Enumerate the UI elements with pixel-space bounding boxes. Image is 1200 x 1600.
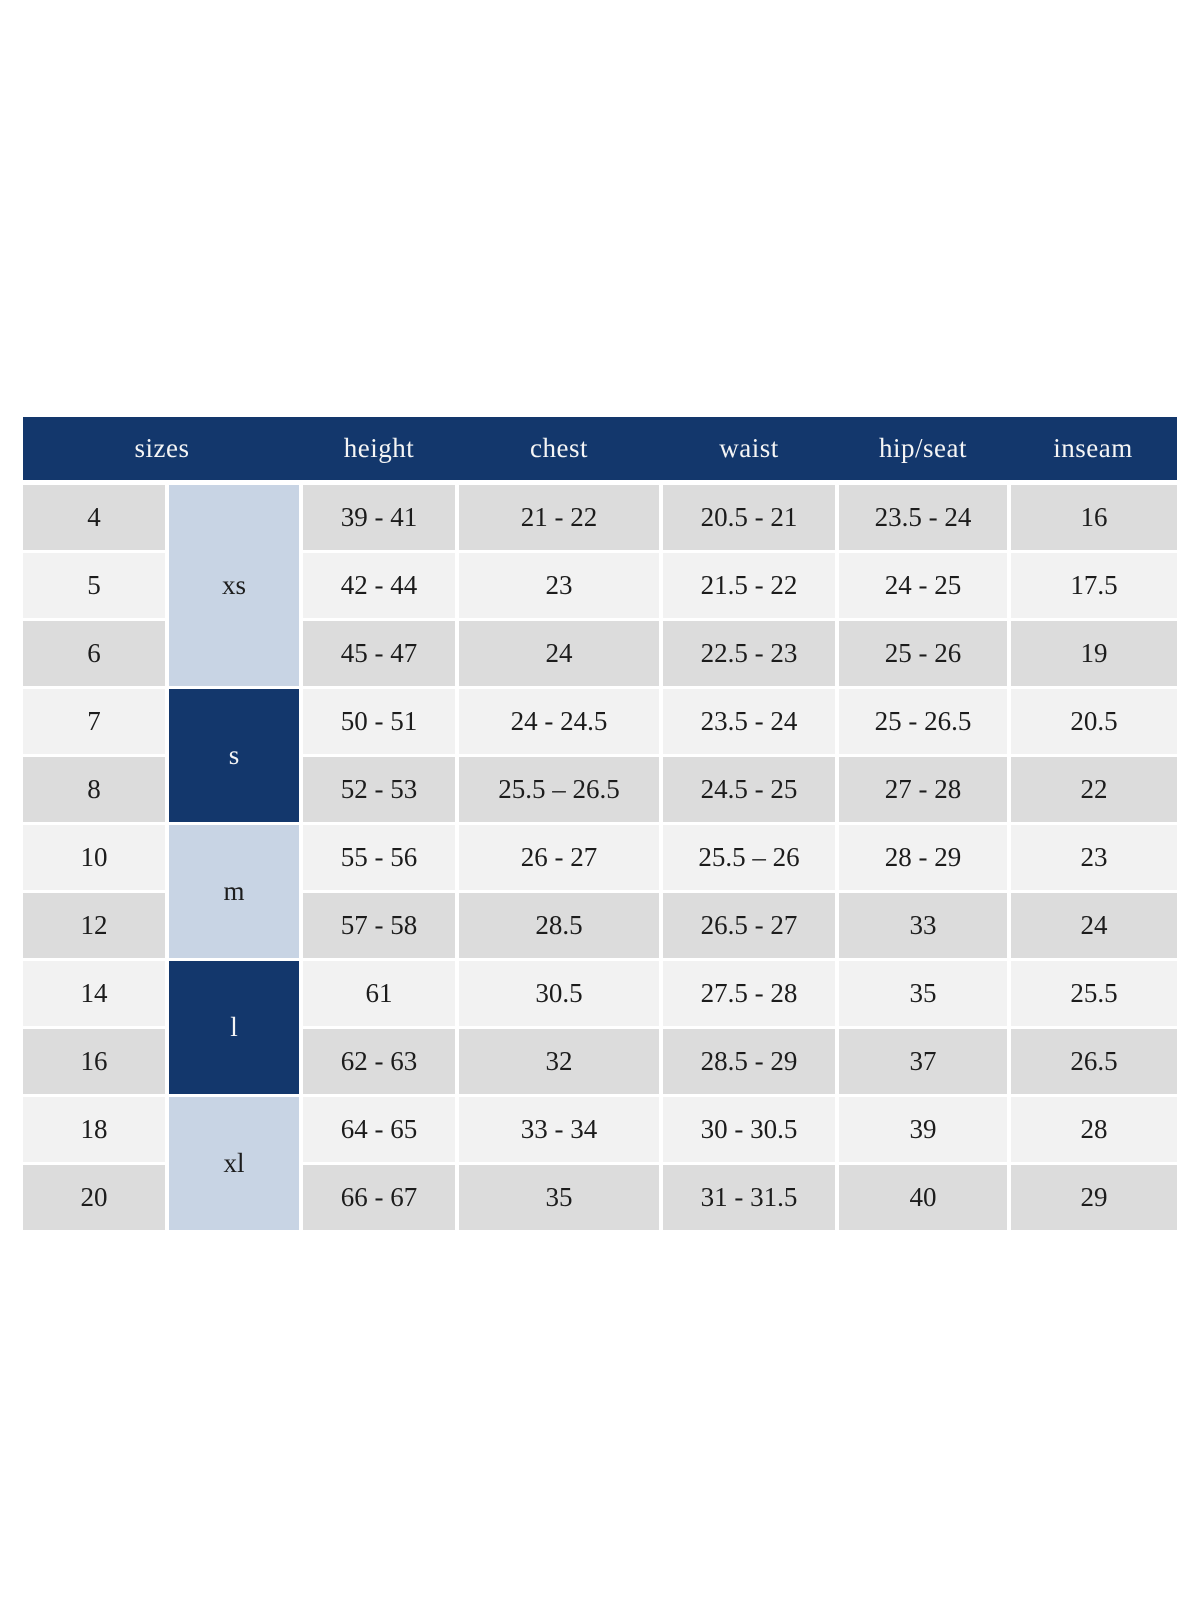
height-cell: 52 - 53 xyxy=(303,757,455,822)
column-header-waist: waist xyxy=(719,433,779,463)
waist-cell: 27.5 - 28 xyxy=(663,961,835,1026)
hip-seat-cell: 27 - 28 xyxy=(839,757,1007,822)
chest-cell: 24 - 24.5 xyxy=(459,689,659,754)
height-cell: 66 - 67 xyxy=(303,1165,455,1230)
inseam-cell: 26.5 xyxy=(1011,1029,1177,1094)
chest-cell: 33 - 34 xyxy=(459,1097,659,1162)
size-cell: 5 xyxy=(23,553,165,618)
column-header-sizes: sizes xyxy=(134,433,190,463)
height-cell: 64 - 65 xyxy=(303,1097,455,1162)
waist-cell: 28.5 - 29 xyxy=(663,1029,835,1094)
inseam-cell: 22 xyxy=(1011,757,1177,822)
inseam-cell: 24 xyxy=(1011,893,1177,958)
size-cell: 16 xyxy=(23,1029,165,1094)
inseam-cell: 25.5 xyxy=(1011,961,1177,1026)
hip-seat-cell: 23.5 - 24 xyxy=(839,485,1007,550)
hip-seat-cell: 25 - 26.5 xyxy=(839,689,1007,754)
hip-seat-cell: 40 xyxy=(839,1165,1007,1230)
size-group-cell-l: l xyxy=(169,961,299,1094)
inseam-cell: 29 xyxy=(1011,1165,1177,1230)
size-cell: 12 xyxy=(23,893,165,958)
column-header-height: height xyxy=(343,433,415,463)
table-header-row: sizes height chest waist hip/seat inseam xyxy=(23,417,1177,480)
height-cell: 50 - 51 xyxy=(303,689,455,754)
size-cell: 20 xyxy=(23,1165,165,1230)
size-cell: 10 xyxy=(23,825,165,890)
chest-cell: 24 xyxy=(459,621,659,686)
hip-seat-cell: 35 xyxy=(839,961,1007,1026)
inseam-cell: 17.5 xyxy=(1011,553,1177,618)
waist-cell: 22.5 - 23 xyxy=(663,621,835,686)
height-cell: 42 - 44 xyxy=(303,553,455,618)
height-cell: 57 - 58 xyxy=(303,893,455,958)
waist-cell: 31 - 31.5 xyxy=(663,1165,835,1230)
waist-cell: 21.5 - 22 xyxy=(663,553,835,618)
waist-cell: 24.5 - 25 xyxy=(663,757,835,822)
hip-seat-cell: 37 xyxy=(839,1029,1007,1094)
size-cell: 18 xyxy=(23,1097,165,1162)
size-chart-table: sizes height chest waist hip/seat inseam 4 39 … xyxy=(23,417,1177,1230)
inseam-cell: 23 xyxy=(1011,825,1177,890)
inseam-cell: 19 xyxy=(1011,621,1177,686)
hip-seat-cell: 33 xyxy=(839,893,1007,958)
chest-cell: 23 xyxy=(459,553,659,618)
waist-cell: 25.5 – 26 xyxy=(663,825,835,890)
size-group-cell-s: s xyxy=(169,689,299,822)
column-header-chest: chest xyxy=(530,433,588,463)
column-header-inseam: inseam xyxy=(1053,433,1133,463)
chest-cell: 21 - 22 xyxy=(459,485,659,550)
chest-cell: 25.5 – 26.5 xyxy=(459,757,659,822)
size-cell: 4 xyxy=(23,485,165,550)
inseam-cell: 28 xyxy=(1011,1097,1177,1162)
hip-seat-cell: 24 - 25 xyxy=(839,553,1007,618)
height-cell: 62 - 63 xyxy=(303,1029,455,1094)
height-cell: 55 - 56 xyxy=(303,825,455,890)
size-cell: 14 xyxy=(23,961,165,1026)
column-header-hip_seat: hip/seat xyxy=(879,433,967,463)
size-group-cell-m: m xyxy=(169,825,299,958)
waist-cell: 20.5 - 21 xyxy=(663,485,835,550)
chest-cell: 30.5 xyxy=(459,961,659,1026)
table-body: 4 39 - 41 21 - 22 20.5 - 21 23.5 - 24 16 5 42 -… xyxy=(23,485,1177,1230)
height-cell: 39 - 41 xyxy=(303,485,455,550)
size-cell: 7 xyxy=(23,689,165,754)
chest-cell: 32 xyxy=(459,1029,659,1094)
chest-cell: 28.5 xyxy=(459,893,659,958)
waist-cell: 23.5 - 24 xyxy=(663,689,835,754)
hip-seat-cell: 39 xyxy=(839,1097,1007,1162)
inseam-cell: 20.5 xyxy=(1011,689,1177,754)
hip-seat-cell: 28 - 29 xyxy=(839,825,1007,890)
waist-cell: 26.5 - 27 xyxy=(663,893,835,958)
chest-cell: 26 - 27 xyxy=(459,825,659,890)
chest-cell: 35 xyxy=(459,1165,659,1230)
height-cell: 45 - 47 xyxy=(303,621,455,686)
size-cell: 6 xyxy=(23,621,165,686)
hip-seat-cell: 25 - 26 xyxy=(839,621,1007,686)
size-group-cell-xl: xl xyxy=(169,1097,299,1230)
size-cell: 8 xyxy=(23,757,165,822)
size-group-cell-xs: xs xyxy=(169,485,299,686)
waist-cell: 30 - 30.5 xyxy=(663,1097,835,1162)
height-cell: 61 xyxy=(303,961,455,1026)
inseam-cell: 16 xyxy=(1011,485,1177,550)
